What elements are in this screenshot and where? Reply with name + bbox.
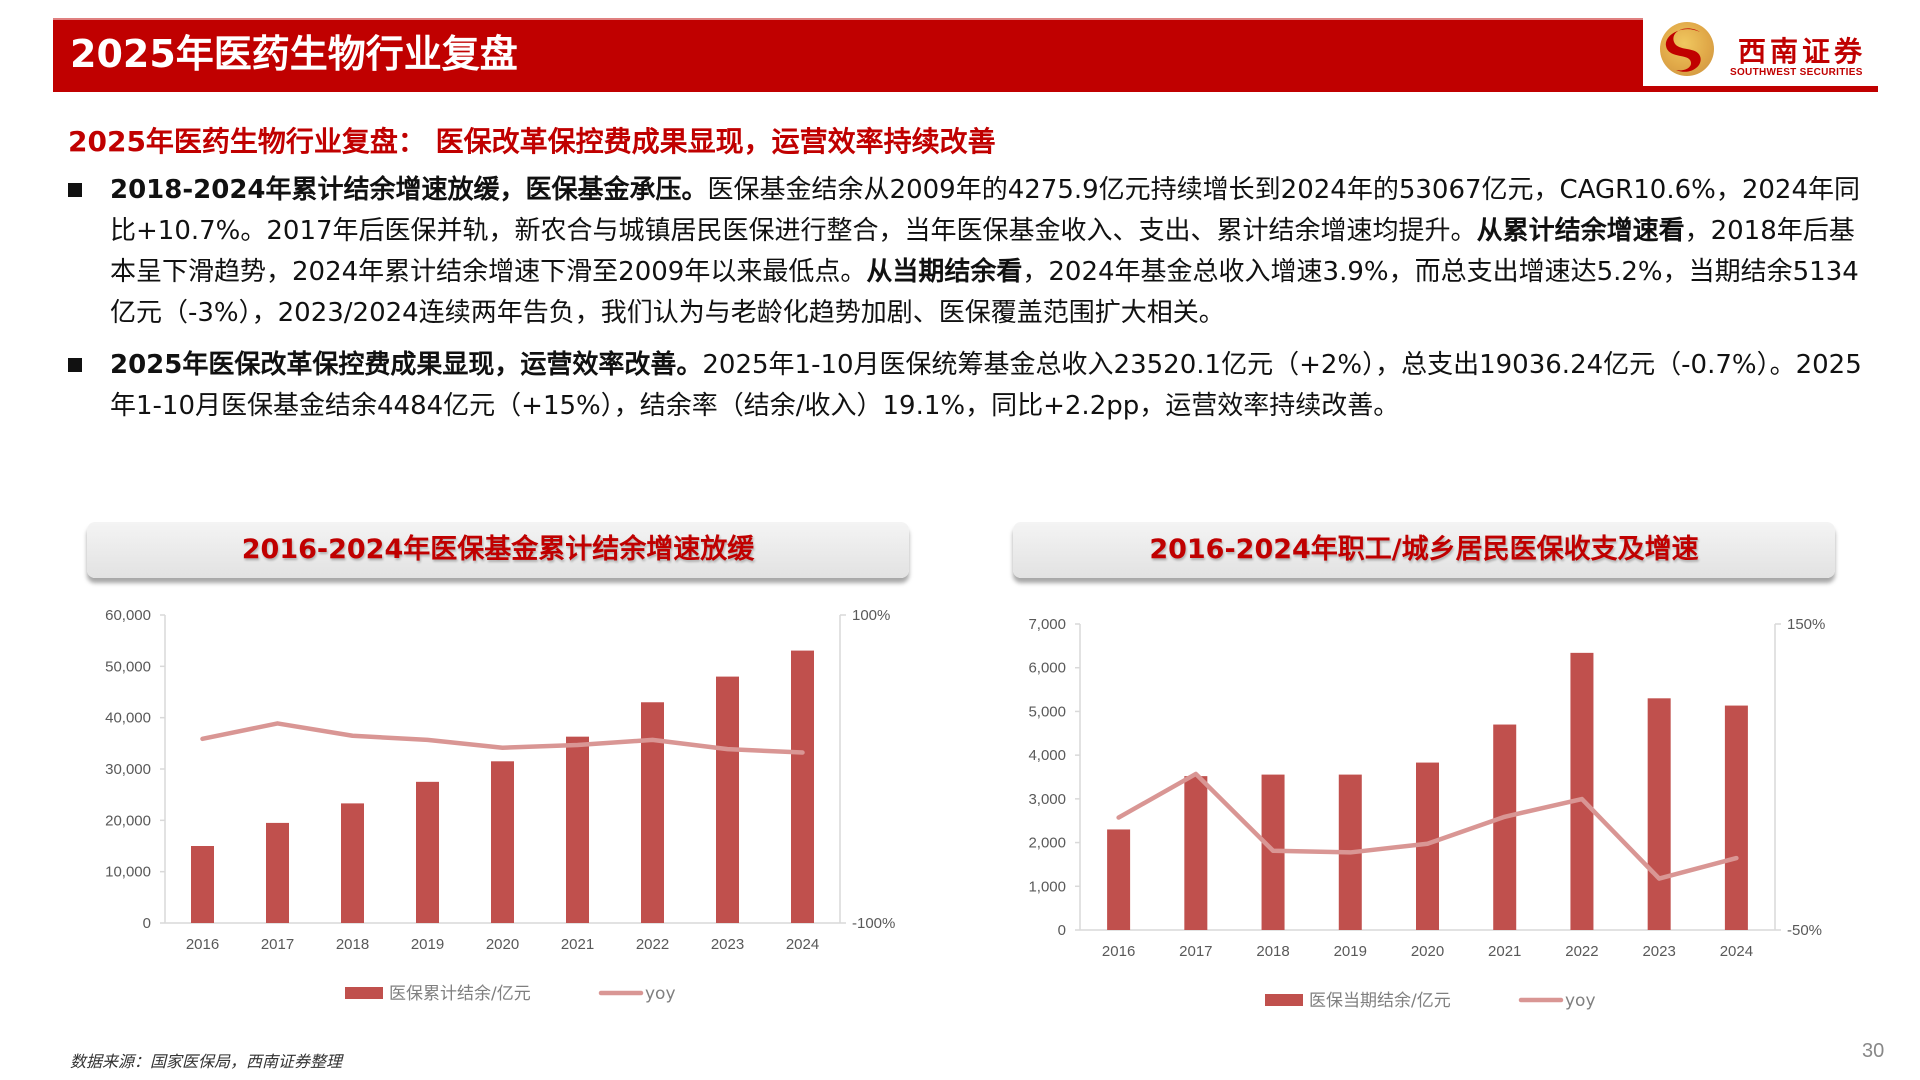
bar-2021 (566, 736, 589, 923)
bar-2024 (791, 650, 814, 923)
right-axis-tick: -100% (852, 915, 895, 932)
bullet-square-icon (68, 358, 82, 372)
bullet-2-text: 2025年医保改革保控费成果显现，运营效率改善。2025年1-10月医保统筹基金… (110, 350, 1862, 421)
left-axis-tick: 0 (1058, 922, 1066, 939)
bar-2018 (341, 803, 364, 923)
yoy-line (1116, 771, 1739, 881)
bullet-1-text: 2018-2024年累计结余增速放缓，医保基金承压。医保基金结余从2009年的4… (110, 175, 1861, 328)
legend-line-label: yoy (1565, 991, 1596, 1011)
bar-2022 (641, 702, 664, 923)
bar-2017 (1184, 776, 1208, 930)
chart-2-title-box: 2016-2024年职工/城乡居民医保收支及增速 (1013, 522, 1835, 578)
bar-2019 (416, 781, 439, 923)
bar-2023 (1647, 698, 1671, 930)
left-axis-tick: 6,000 (1028, 660, 1066, 677)
x-axis-tick: 2019 (411, 936, 444, 953)
left-axis-tick: 2,000 (1028, 835, 1066, 852)
x-axis-tick: 2016 (186, 936, 219, 953)
left-axis-tick: 10,000 (105, 864, 151, 881)
bar-2023 (716, 676, 739, 923)
x-axis-tick: 2021 (561, 936, 594, 953)
left-axis-tick: 3,000 (1028, 791, 1066, 808)
x-axis-tick: 2016 (1102, 943, 1135, 960)
left-axis-tick: 4,000 (1028, 747, 1066, 764)
left-axis-tick: 50,000 (105, 658, 151, 675)
page-number: 30 (1862, 1040, 1885, 1062)
x-axis-tick: 2019 (1334, 943, 1367, 960)
left-axis-tick: 30,000 (105, 761, 151, 778)
legend-line-label: yoy (645, 984, 676, 1004)
left-axis-tick: 0 (143, 915, 151, 932)
bar-2020 (1416, 762, 1439, 930)
bullet-1: 2018-2024年累计结余增速放缓，医保基金承压。医保基金结余从2009年的4… (68, 170, 1868, 334)
x-axis-tick: 2024 (1720, 943, 1753, 960)
bullet-2: 2025年医保改革保控费成果显现，运营效率改善。2025年1-10月医保统筹基金… (68, 345, 1868, 427)
logo-text-cn: 西南证券 (1738, 35, 1867, 68)
right-axis-tick: -50% (1787, 922, 1822, 939)
section-subtitle: 2025年医药生物行业复盘： 医保改革保控费成果显现，运营效率持续改善 (68, 125, 996, 158)
right-axis-tick: 150% (1787, 616, 1825, 633)
left-axis-tick: 40,000 (105, 710, 151, 727)
bar-2022 (1570, 652, 1594, 930)
right-axis-tick: 100% (852, 607, 890, 624)
header-bar (53, 18, 1643, 92)
x-axis-tick: 2022 (636, 936, 669, 953)
x-axis-tick: 2023 (1642, 943, 1675, 960)
x-axis-tick: 2017 (1179, 943, 1212, 960)
x-axis-tick: 2022 (1565, 943, 1598, 960)
left-axis-tick: 20,000 (105, 812, 151, 829)
legend-bar-label: 医保累计结余/亿元 (389, 984, 531, 1004)
yoy-line (200, 721, 805, 755)
logo-text-en: SOUTHWEST SECURITIES (1730, 67, 1863, 78)
x-axis-tick: 2024 (786, 936, 819, 953)
chart-1: 0 10,000 20,000 30,000 40,000 50,000 60,000 100… (105, 607, 895, 1004)
legend-bar-swatch-icon (1265, 994, 1303, 1006)
bar-2017 (266, 822, 289, 923)
page-title: 2025年医药生物行业复盘 (70, 32, 518, 76)
chart-1-title-box: 2016-2024年医保基金累计结余增速放缓 (87, 522, 909, 578)
x-axis-tick: 2017 (261, 936, 294, 953)
x-axis-tick: 2020 (1411, 943, 1444, 960)
x-axis-tick: 2018 (336, 936, 369, 953)
bar-2016 (191, 846, 214, 923)
left-axis-tick: 1,000 (1028, 878, 1066, 895)
chart-1-title: 2016-2024年医保基金累计结余增速放缓 (241, 534, 755, 565)
bar-2024 (1724, 705, 1748, 930)
left-axis-tick: 5,000 (1028, 703, 1066, 720)
logo-emblem-icon (1660, 22, 1714, 76)
legend-bar-swatch-icon (345, 987, 383, 999)
left-axis-tick: 60,000 (105, 607, 151, 624)
bar-2020 (491, 761, 514, 923)
x-axis-tick: 2018 (1256, 943, 1289, 960)
bar-2021 (1493, 724, 1517, 930)
chart-2-title: 2016-2024年职工/城乡居民医保收支及增速 (1149, 534, 1699, 565)
bullet-square-icon (68, 183, 82, 197)
legend-bar-label: 医保当期结余/亿元 (1309, 991, 1451, 1011)
x-axis-tick: 2023 (711, 936, 744, 953)
logo-underline (1643, 86, 1878, 92)
chart-2: 0 1,000 2,000 3,000 4,000 5,000 6,000 7,000 150%… (1028, 616, 1825, 1011)
bar-2016 (1107, 829, 1131, 930)
left-axis-tick: 7,000 (1028, 616, 1066, 633)
x-axis-tick: 2021 (1488, 943, 1521, 960)
x-axis-tick: 2020 (486, 936, 519, 953)
data-source-note: 数据来源：国家医保局，西南证券整理 (70, 1052, 343, 1071)
